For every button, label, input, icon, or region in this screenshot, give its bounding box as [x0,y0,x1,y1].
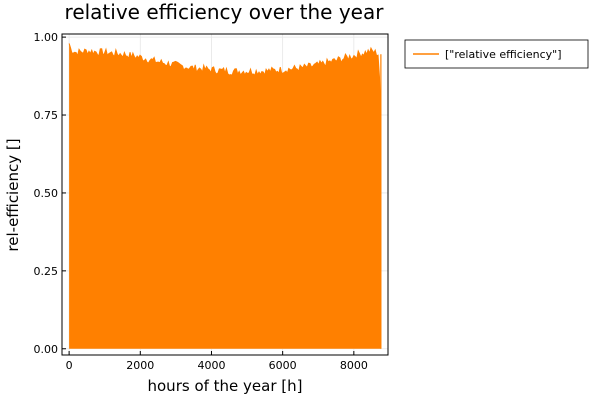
x-tick-label: 6000 [269,359,297,372]
y-tick-label: 0.50 [34,187,59,200]
y-tick-label: 0.25 [34,265,59,278]
y-tick-label: 1.00 [34,31,59,44]
series-relative-efficiency-line [68,43,382,116]
y-axis-label: rel-efficiency [] [4,138,22,251]
y-axis-ticks: 0.00 0.25 0.50 0.75 1.00 [34,31,66,356]
chart-title: relative efficiency over the year [65,0,385,24]
legend: ["relative efficiency"] [404,39,589,69]
y-tick-label: 0.00 [34,343,59,356]
x-tick-label: 4000 [197,359,225,372]
data-layer [68,43,382,349]
x-tick-label: 8000 [340,359,368,372]
series-relative-efficiency-band [69,43,381,349]
legend-entry-relative-efficiency: ["relative efficiency"] [445,48,562,61]
x-tick-label: 2000 [126,359,154,372]
x-axis-ticks: 0 2000 4000 6000 8000 [66,351,368,372]
plot-frame [61,33,389,356]
x-tick-label: 0 [66,359,73,372]
y-tick-label: 0.75 [34,109,59,122]
x-axis-label: hours of the year [h] [148,377,303,395]
